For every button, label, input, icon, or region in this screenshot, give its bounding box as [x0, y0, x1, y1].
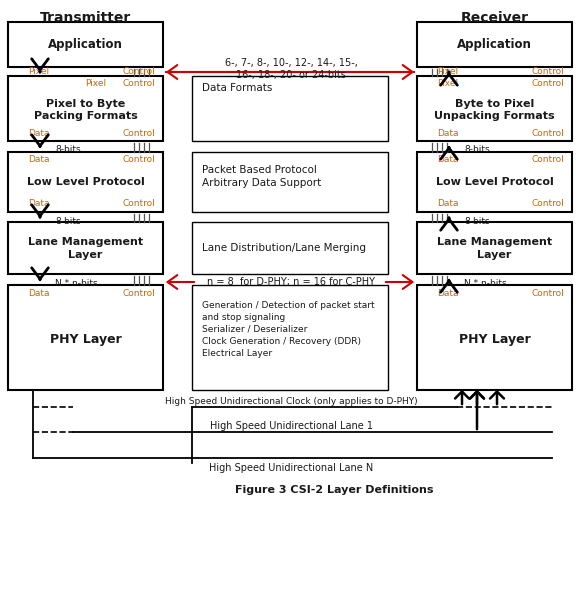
Text: PHY Layer: PHY Layer — [49, 334, 122, 346]
Text: Data: Data — [437, 288, 459, 297]
Text: Low Level Protocol: Low Level Protocol — [435, 177, 553, 187]
Text: N * n-bits: N * n-bits — [55, 278, 98, 288]
Text: Byte to Pixel: Byte to Pixel — [455, 99, 534, 109]
Text: Data Formats: Data Formats — [202, 83, 272, 93]
Text: Pixel: Pixel — [437, 79, 458, 88]
Text: Low Level Protocol: Low Level Protocol — [27, 177, 144, 187]
Text: Layer: Layer — [68, 250, 102, 260]
Text: Control: Control — [122, 79, 155, 88]
Text: n = 8  for D-PHY; n = 16 for C-PHY: n = 8 for D-PHY; n = 16 for C-PHY — [207, 277, 375, 287]
Bar — [192, 222, 388, 274]
Text: High Speed Unidirectional Lane N: High Speed Unidirectional Lane N — [209, 463, 373, 473]
Text: Control: Control — [122, 67, 155, 76]
Text: Electrical Layer: Electrical Layer — [202, 349, 272, 358]
Text: Data: Data — [28, 288, 49, 297]
Text: Packet Based Protocol: Packet Based Protocol — [202, 165, 317, 175]
Text: Data: Data — [28, 128, 49, 137]
Bar — [8, 152, 163, 212]
Text: Control: Control — [122, 199, 155, 208]
Text: Data: Data — [437, 128, 459, 137]
Text: Control: Control — [122, 155, 155, 165]
Text: High Speed Unidirectional Lane 1: High Speed Unidirectional Lane 1 — [210, 421, 372, 431]
Text: Unpacking Formats: Unpacking Formats — [434, 111, 555, 121]
Bar — [417, 152, 572, 212]
Text: Receiver: Receiver — [460, 11, 528, 25]
Text: 8-bits: 8-bits — [464, 217, 489, 226]
Text: Lane Management: Lane Management — [437, 237, 552, 247]
Text: Lane Distribution/Lane Merging: Lane Distribution/Lane Merging — [202, 243, 366, 253]
Text: N * n-bits: N * n-bits — [464, 278, 506, 288]
Bar — [192, 76, 388, 141]
Text: Control: Control — [122, 128, 155, 137]
Text: Control: Control — [531, 128, 564, 137]
Text: Data: Data — [28, 199, 49, 208]
Text: Serializer / Deserializer: Serializer / Deserializer — [202, 325, 307, 334]
Text: Control: Control — [531, 79, 564, 88]
Text: Control: Control — [531, 155, 564, 165]
Text: Pixel: Pixel — [86, 79, 107, 88]
Bar — [192, 152, 388, 212]
Text: PHY Layer: PHY Layer — [459, 334, 530, 346]
Bar — [192, 285, 388, 390]
Text: Pixel: Pixel — [437, 67, 458, 76]
Text: 8-bits: 8-bits — [55, 146, 81, 155]
Text: Lane Management: Lane Management — [28, 237, 143, 247]
Text: Control: Control — [531, 67, 564, 76]
Text: Application: Application — [457, 38, 532, 51]
Text: Layer: Layer — [477, 250, 512, 260]
Text: 8-bits: 8-bits — [464, 146, 489, 155]
Text: 8-bits: 8-bits — [55, 217, 81, 226]
Text: Packing Formats: Packing Formats — [34, 111, 137, 121]
Text: Clock Generation / Recovery (DDR): Clock Generation / Recovery (DDR) — [202, 337, 361, 346]
Text: Control: Control — [531, 199, 564, 208]
Text: Control: Control — [531, 288, 564, 297]
Bar — [8, 22, 163, 67]
Text: Pixel: Pixel — [28, 67, 49, 76]
Text: High Speed Unidirectional Clock (only applies to D-PHY): High Speed Unidirectional Clock (only ap… — [165, 396, 417, 405]
Bar — [417, 76, 572, 141]
Text: Data: Data — [437, 199, 459, 208]
Text: Generation / Detection of packet start: Generation / Detection of packet start — [202, 300, 375, 309]
Bar — [8, 285, 163, 390]
Text: Transmitter: Transmitter — [40, 11, 131, 25]
Text: Control: Control — [122, 288, 155, 297]
Text: Data: Data — [437, 155, 459, 165]
Bar — [417, 222, 572, 274]
Text: Arbitrary Data Support: Arbitrary Data Support — [202, 178, 321, 188]
Text: and stop signaling: and stop signaling — [202, 312, 285, 322]
Text: Application: Application — [48, 38, 123, 51]
Text: 16-, 18-, 20- or 24-bits: 16-, 18-, 20- or 24-bits — [236, 70, 346, 80]
Bar — [417, 22, 572, 67]
Text: Pixel to Byte: Pixel to Byte — [46, 99, 125, 109]
Bar — [8, 76, 163, 141]
Text: Figure 3 CSI-2 Layer Definitions: Figure 3 CSI-2 Layer Definitions — [235, 485, 434, 495]
Bar — [417, 285, 572, 390]
Text: 6-, 7-, 8-, 10-, 12-, 14-, 15-,: 6-, 7-, 8-, 10-, 12-, 14-, 15-, — [225, 58, 357, 68]
Bar — [8, 222, 163, 274]
Text: Data: Data — [28, 155, 49, 165]
